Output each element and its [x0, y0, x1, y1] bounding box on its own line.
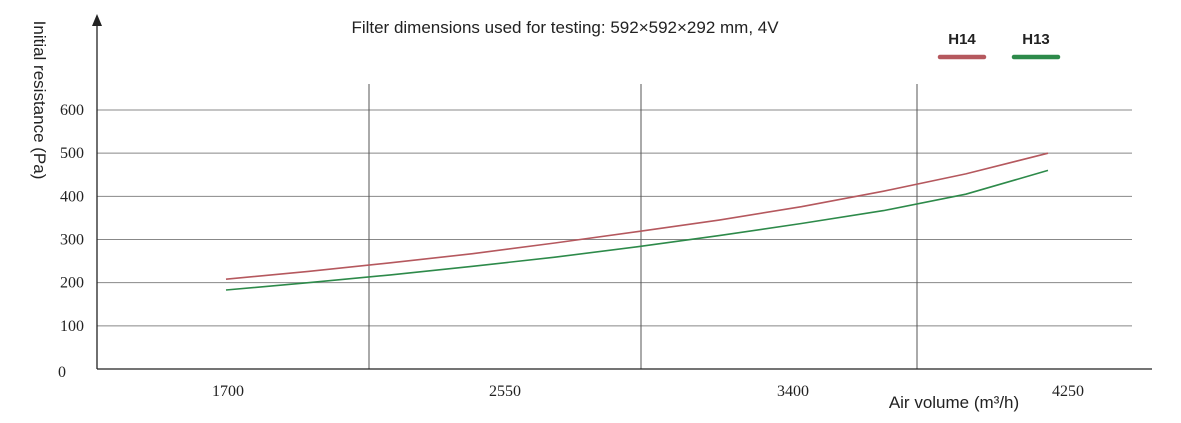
legend-label-h13: H13 [1022, 31, 1050, 48]
x-tick-label: 2550 [489, 383, 521, 400]
y-tick-label: 300 [60, 232, 84, 249]
y-axis-arrow [92, 14, 102, 26]
y-tick-labels: 0 100 200 300 400 500 600 [58, 102, 84, 381]
legend-label-h14: H14 [948, 31, 976, 48]
x-tick-label: 1700 [212, 383, 244, 400]
x-axis-title: Air volume (m³/h) [889, 393, 1019, 412]
x-tick-label: 4250 [1052, 383, 1084, 400]
x-tick-labels: 1700 2550 3400 4250 [212, 383, 1084, 400]
y-tick-label: 500 [60, 145, 84, 162]
y-tick-label: 0 [58, 364, 66, 381]
gridlines [97, 84, 1132, 369]
legend: H14 H13 [937, 31, 1061, 60]
y-tick-label: 200 [60, 275, 84, 292]
x-tick-label: 3400 [777, 383, 809, 400]
y-axis-title: Initial resistance (Pa) [30, 21, 49, 180]
y-tick-label: 400 [60, 188, 84, 205]
series-line-h14 [225, 152, 1049, 280]
y-tick-label: 600 [60, 102, 84, 119]
chart-title: Filter dimensions used for testing: 592×… [351, 18, 779, 37]
series-line-h13 [225, 169, 1049, 291]
y-tick-label: 100 [60, 318, 84, 335]
series-lines [225, 152, 1049, 291]
